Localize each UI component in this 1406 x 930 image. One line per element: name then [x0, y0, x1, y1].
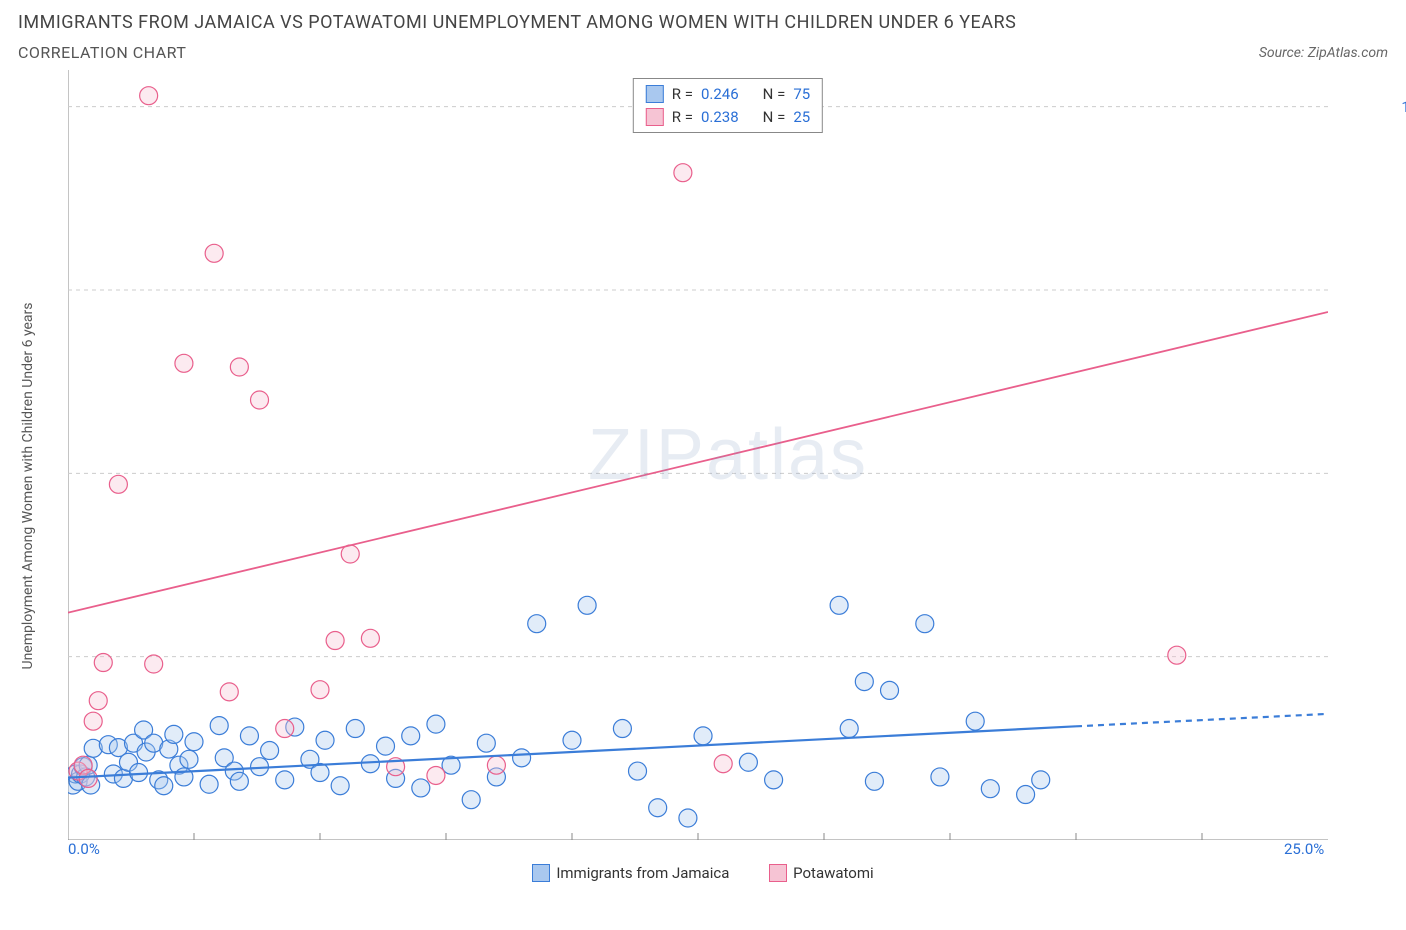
legend-label-0: Immigrants from Jamaica: [556, 864, 729, 882]
data-point: [251, 391, 269, 409]
data-point: [331, 777, 349, 795]
data-point: [629, 762, 647, 780]
data-point: [311, 681, 329, 699]
data-point: [361, 755, 379, 773]
x-tick-label: 0.0%: [68, 840, 100, 858]
data-point: [89, 692, 107, 710]
y-tick-labels: 25.0%50.0%75.0%100.0%: [1390, 70, 1406, 840]
data-point: [346, 720, 364, 738]
data-point: [739, 753, 757, 771]
trend-line-dashed: [1076, 714, 1328, 726]
data-point: [578, 596, 596, 614]
data-point: [230, 358, 248, 376]
swatch-series-1: [646, 108, 664, 126]
swatch-series-0: [646, 85, 664, 103]
data-point: [130, 764, 148, 782]
trend-line: [68, 312, 1328, 613]
data-point: [694, 727, 712, 745]
data-point: [377, 737, 395, 755]
data-point: [1032, 771, 1050, 789]
data-point: [412, 779, 430, 797]
data-point: [210, 717, 228, 735]
data-point: [185, 733, 203, 751]
y-tick-label: 100.0%: [1401, 98, 1406, 116]
data-point: [140, 87, 158, 105]
data-point: [674, 164, 692, 182]
data-point: [84, 712, 102, 730]
stat-n-val-1: 25: [793, 106, 810, 129]
stats-row-0: R = 0.246 N = 75: [646, 83, 810, 106]
data-point: [261, 742, 279, 760]
plot-container: ZIPatlas R = 0.246 N = 75 R = 0.238 N = …: [68, 70, 1388, 840]
data-point: [94, 654, 112, 672]
data-point: [528, 615, 546, 633]
legend-label-1: Potawatomi: [793, 864, 874, 882]
x-tick-labels: 0.0% 25.0%: [68, 840, 1328, 862]
chart-subtitle: CORRELATION CHART: [18, 43, 186, 62]
legend-swatch-1: [769, 864, 787, 882]
chart-title: IMMIGRANTS FROM JAMAICA VS POTAWATOMI UN…: [18, 12, 1388, 33]
data-point: [276, 720, 294, 738]
data-point: [180, 750, 198, 768]
scatter-plot: [68, 70, 1328, 840]
data-point: [714, 755, 732, 773]
data-point: [563, 731, 581, 749]
data-point: [613, 720, 631, 738]
chart-area: Unemployment Among Women with Children U…: [18, 70, 1388, 886]
y-axis-label: Unemployment Among Women with Children U…: [20, 302, 36, 669]
legend-swatch-0: [532, 864, 550, 882]
data-point: [881, 681, 899, 699]
stat-n-label-0: N =: [763, 83, 786, 106]
data-point: [316, 731, 334, 749]
stat-r-val-1: 0.238: [701, 106, 739, 129]
data-point: [276, 771, 294, 789]
stats-row-1: R = 0.238 N = 25: [646, 106, 810, 129]
source-attribution: Source: ZipAtlas.com: [1259, 45, 1388, 61]
bottom-legend: Immigrants from Jamaica Potawatomi: [18, 864, 1388, 886]
data-point: [165, 725, 183, 743]
data-point: [402, 727, 420, 745]
data-point: [865, 772, 883, 790]
data-point: [361, 629, 379, 647]
data-point: [462, 791, 480, 809]
data-point: [109, 475, 127, 493]
data-point: [220, 683, 238, 701]
data-point: [487, 756, 505, 774]
legend-item-1: Potawatomi: [769, 864, 874, 882]
stats-legend: R = 0.246 N = 75 R = 0.238 N = 25: [633, 78, 823, 133]
data-point: [175, 354, 193, 372]
data-point: [513, 749, 531, 767]
data-point: [840, 720, 858, 738]
data-point: [205, 244, 223, 262]
stat-r-label-0: R =: [672, 83, 693, 106]
stat-r-label-1: R =: [672, 106, 693, 129]
data-point: [1168, 646, 1186, 664]
legend-item-0: Immigrants from Jamaica: [532, 864, 729, 882]
data-point: [649, 799, 667, 817]
data-point: [477, 734, 495, 752]
data-point: [855, 673, 873, 691]
stat-r-val-0: 0.246: [701, 83, 739, 106]
data-point: [679, 809, 697, 827]
stat-n-label-1: N =: [763, 106, 786, 129]
data-point: [240, 727, 258, 745]
data-point: [765, 771, 783, 789]
data-point: [145, 655, 163, 673]
data-point: [916, 615, 934, 633]
stat-n-val-0: 75: [793, 83, 810, 106]
data-point: [200, 775, 218, 793]
data-point: [427, 766, 445, 784]
x-tick-label: 25.0%: [1284, 840, 1324, 858]
data-point: [230, 772, 248, 790]
data-point: [830, 596, 848, 614]
data-point: [931, 768, 949, 786]
data-point: [427, 715, 445, 733]
data-point: [1017, 786, 1035, 804]
data-point: [326, 632, 344, 650]
subtitle-row: CORRELATION CHART Source: ZipAtlas.com: [18, 43, 1388, 62]
data-point: [155, 777, 173, 795]
data-point: [981, 780, 999, 798]
data-point: [966, 712, 984, 730]
data-point: [79, 769, 97, 787]
